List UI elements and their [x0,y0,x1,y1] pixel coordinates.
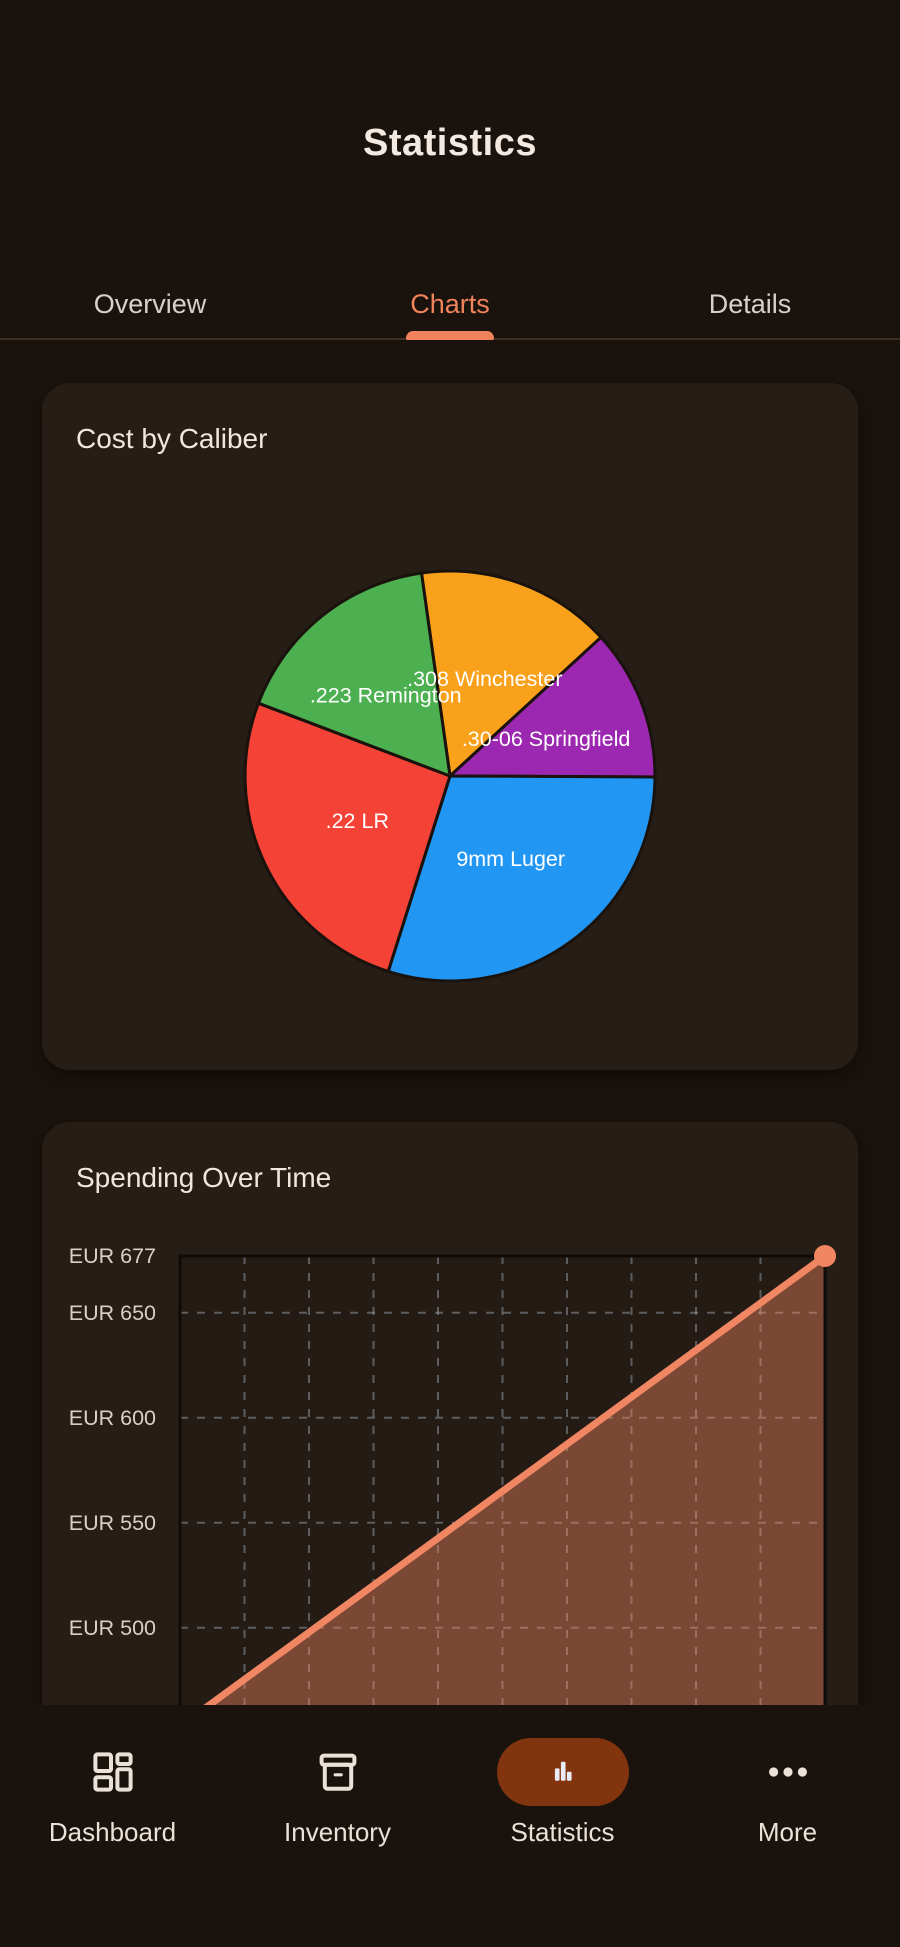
statistics-active-pill [496,1738,629,1806]
pie-slice-label: 9mm Luger [456,847,565,871]
spending-line [176,1252,829,1730]
tab-overview[interactable]: Overview [0,255,300,340]
y-axis-tick-label: EUR 650 [68,1300,156,1325]
pie-chart[interactable]: .308 Winchester .30-06 Springfield 9mm Lug… [240,566,660,986]
pie-slice[interactable] [243,701,452,973]
line-card-title: Spending Over Time [76,1162,332,1193]
nav-item-more[interactable]: More [675,1705,900,1947]
dashboard-grid-icon [92,1752,133,1792]
page-title: Statistics [363,122,537,164]
inventory-icon-slot [272,1738,404,1806]
cost-by-caliber-card: Cost by Caliber .308 Winchester .30-06 Sp… [42,383,858,1070]
nav-item-dashboard[interactable]: Dashboard [0,1705,225,1947]
tab-details[interactable]: Details [600,255,900,340]
pie-card-title: Cost by Caliber [76,423,268,454]
area-fill [180,1256,825,1826]
bottom-nav: Dashboard Inventory Statistics [0,1705,900,1947]
inventory-box-icon [319,1753,356,1791]
dashboard-icon-slot [47,1738,179,1806]
y-axis-tick-label: EUR 500 [68,1615,156,1640]
more-dots-icon [768,1767,807,1777]
tab-charts[interactable]: Charts [300,255,600,340]
pie-slice[interactable] [256,571,452,778]
y-axis-tick-label: EUR 600 [68,1405,156,1430]
tab-bar: Overview Charts Details [0,255,900,340]
y-axis-tick-label: EUR 550 [68,1510,156,1535]
nav-label-inventory: Inventory [284,1817,391,1847]
nav-item-inventory[interactable]: Inventory [225,1705,450,1947]
bar-chart-icon [554,1761,572,1781]
pie-slice-label: .22 LR [326,809,389,833]
more-icon-slot [722,1738,854,1806]
active-tab-indicator [406,331,494,340]
pie-slice-label: .30-06 Springfield [462,727,631,751]
nav-label-dashboard: Dashboard [48,1817,177,1847]
nav-label-statistics: Statistics [510,1817,615,1847]
pie-slice[interactable] [386,774,657,983]
pie-slice-label: .308 Winchester [407,667,562,691]
line-end-dot [814,1245,836,1267]
y-axis-tick-label: EUR 677 [68,1244,156,1268]
pie-slice[interactable] [448,635,657,779]
pie-slice[interactable] [420,569,603,778]
pie-slice-label: .223 Remington [310,684,462,708]
nav-item-statistics[interactable]: Statistics [450,1705,675,1947]
nav-label-more: More [757,1817,818,1847]
